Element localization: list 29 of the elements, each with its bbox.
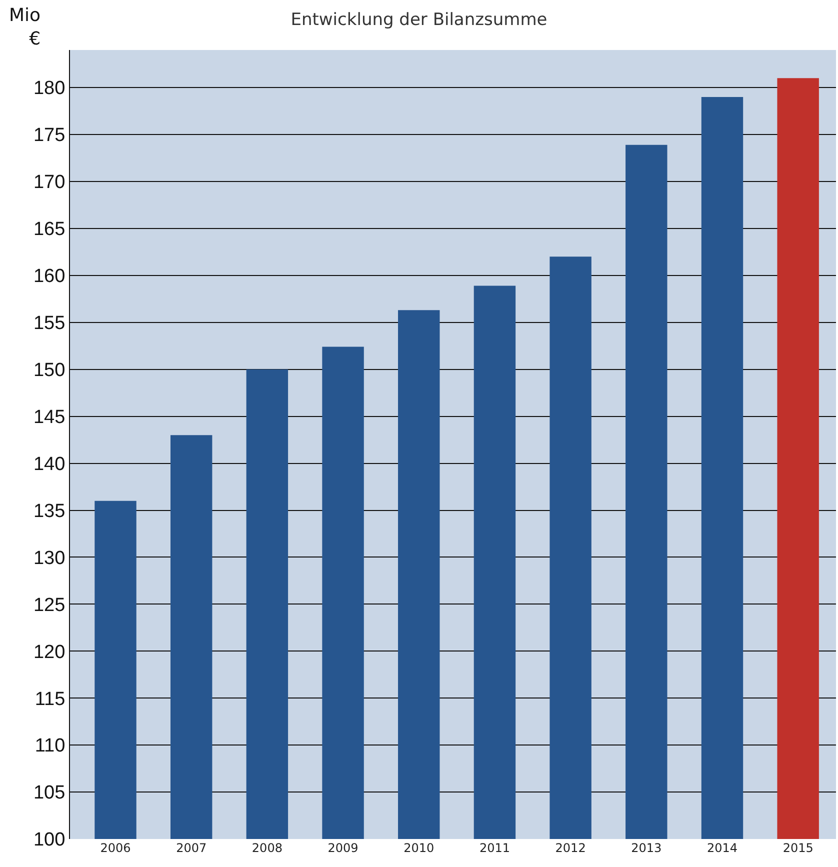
chart-title: Entwicklung der Bilanzsumme: [290, 10, 548, 30]
y-tick-label: 170: [33, 172, 66, 194]
y-tick-label: 135: [33, 500, 66, 522]
x-tick-label: 2009: [328, 841, 358, 855]
y-tick-label: 165: [33, 219, 66, 240]
y-tick-label: 120: [33, 642, 66, 663]
x-tick-label: 2012: [555, 841, 586, 855]
y-tick-label: 150: [33, 360, 66, 382]
y-tick-label: 105: [33, 782, 66, 804]
y-tick-label: 155: [33, 313, 66, 334]
y-tick-label: 115: [34, 688, 66, 710]
y-tick-label: 110: [34, 736, 66, 757]
y-tick-label: 100: [33, 830, 66, 851]
y-tick-label: 140: [33, 454, 66, 475]
x-tick-label: 2014: [706, 841, 738, 855]
y-tick-label: 125: [33, 594, 66, 616]
x-tick-label: 2015: [782, 841, 814, 855]
x-tick-label: 2010: [404, 841, 434, 855]
x-tick-label: 2007: [176, 841, 207, 855]
y-tick-label: 175: [33, 125, 66, 146]
y-tick-label: 130: [33, 548, 66, 569]
y-tick-label: 145: [33, 406, 66, 428]
x-tick-label: 2006: [100, 841, 131, 855]
x-tick-label: 2011: [479, 841, 510, 855]
x-tick-label: 2013: [631, 841, 662, 855]
y-axis-title: Mio €: [9, 5, 41, 50]
y-tick-label: 160: [33, 266, 66, 288]
y-tick-label: 180: [33, 78, 66, 100]
x-tick-label: 2008: [252, 841, 282, 855]
